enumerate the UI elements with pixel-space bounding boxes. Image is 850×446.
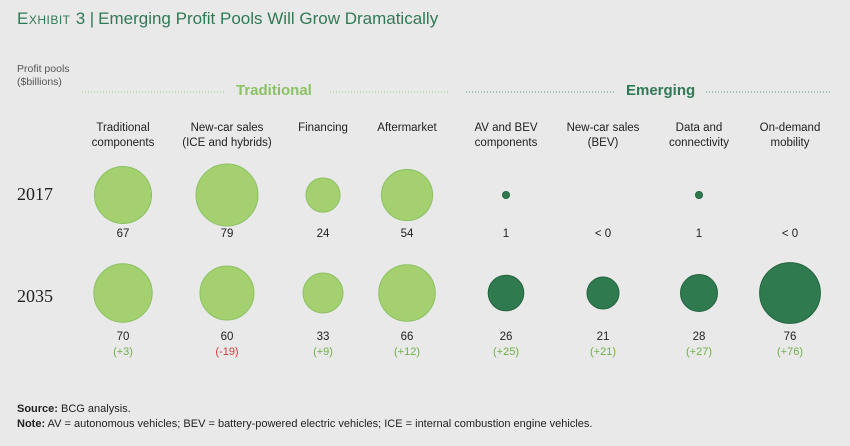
value-label-2035: 21 — [596, 331, 610, 343]
source-label: Source: — [17, 403, 58, 415]
bubble-2017-3 — [380, 168, 434, 222]
value-label-2035: 76 — [783, 331, 797, 343]
value-label-2017: 67 — [116, 228, 130, 240]
change-label: (+12) — [394, 346, 420, 358]
category-header: Traditional components — [68, 121, 178, 151]
unit-label: Profit pools ($billions) — [17, 63, 70, 89]
bubble-2017-6 — [695, 191, 703, 199]
value-label-2035: 66 — [400, 331, 414, 343]
category-header-line2: components — [474, 137, 538, 149]
value-label-2035: 28 — [692, 331, 706, 343]
category-header-line1: Aftermarket — [377, 122, 437, 134]
category-header: New-car sales (BEV) — [548, 121, 658, 151]
row-label-2035: 2035 — [17, 286, 53, 306]
group-label-traditional: Traditional — [236, 82, 312, 99]
category-header-line1: On-demand — [759, 122, 821, 134]
change-label: (-19) — [215, 346, 239, 358]
value-label-2017: 79 — [220, 228, 234, 240]
unit-label-line1: Profit pools — [17, 63, 70, 75]
value-label-2035: 60 — [220, 331, 234, 343]
bubble-2017-4 — [502, 191, 510, 199]
value-label-2017: < 0 — [594, 228, 612, 240]
group-label-emerging: Emerging — [626, 82, 696, 99]
category-header-line2: mobility — [770, 137, 810, 149]
category-header: Aftermarket — [352, 121, 462, 136]
change-label: (+21) — [590, 346, 616, 358]
row-label-2017: 2017 — [17, 184, 53, 204]
bubble-2035-2 — [302, 272, 344, 314]
exhibit-title: Exhibit 3 | Emerging Profit Pools Will Gro… — [17, 9, 439, 28]
unit-label-line2: ($billions) — [17, 76, 62, 88]
category-header-line2: connectivity — [668, 137, 730, 149]
source-line: Source: BCG analysis. — [17, 403, 131, 415]
change-label: (+3) — [113, 346, 133, 358]
bubble-2035-6 — [680, 274, 718, 312]
note-label: Note: — [17, 418, 46, 430]
bubble-2017-2 — [305, 177, 341, 213]
change-label: (+9) — [313, 346, 333, 358]
bubble-2017-0 — [94, 166, 152, 224]
bubble-2035-3 — [378, 264, 436, 322]
category-header-line2: (BEV) — [587, 137, 619, 149]
change-label: (+27) — [686, 346, 712, 358]
category-header-line1: AV and BEV — [474, 122, 538, 134]
value-label-2035: 26 — [499, 331, 513, 343]
note-line: Note: AV = autonomous vehicles; BEV = ba… — [17, 418, 592, 430]
bubble-2017-1 — [195, 163, 259, 227]
bubble-2035-4 — [487, 274, 525, 312]
value-label-2017: 24 — [316, 228, 330, 240]
value-label-2017: < 0 — [781, 228, 799, 240]
category-header-line1: New-car sales — [190, 122, 264, 134]
value-label-2017: 1 — [695, 228, 703, 240]
change-label: (+76) — [777, 346, 803, 358]
value-label-2035: 33 — [316, 331, 330, 343]
category-header-line1: Financing — [298, 122, 348, 134]
value-label-2035: 70 — [116, 331, 130, 343]
bubble-2035-7 — [759, 262, 821, 324]
category-header: Data and connectivity — [644, 121, 754, 151]
category-header-line1: New-car sales — [566, 122, 640, 134]
bubble-2035-0 — [93, 263, 153, 323]
chart-title: Emerging Profit Pools Will Grow Dramatic… — [98, 9, 439, 28]
category-header: AV and BEV components — [451, 121, 561, 151]
category-header: New-car sales (ICE and hybrids) — [172, 121, 282, 151]
category-header-line2: (ICE and hybrids) — [182, 137, 272, 149]
note-text: AV = autonomous vehicles; BEV = battery-… — [45, 418, 593, 430]
bubble-2035-1 — [199, 265, 255, 321]
category-header: Financing — [268, 121, 378, 136]
source-text: BCG analysis. — [57, 403, 131, 415]
value-label-2017: 54 — [400, 228, 414, 240]
category-header-line2: components — [91, 137, 155, 149]
category-header-line1: Data and — [675, 122, 723, 134]
category-header: On-demand mobility — [735, 121, 845, 151]
value-label-2017: 1 — [502, 228, 510, 240]
category-header-line1: Traditional — [96, 122, 150, 134]
exhibit-number: Exhibit 3 — [17, 9, 86, 28]
change-label: (+25) — [493, 346, 519, 358]
bubble-2035-5 — [586, 276, 620, 310]
